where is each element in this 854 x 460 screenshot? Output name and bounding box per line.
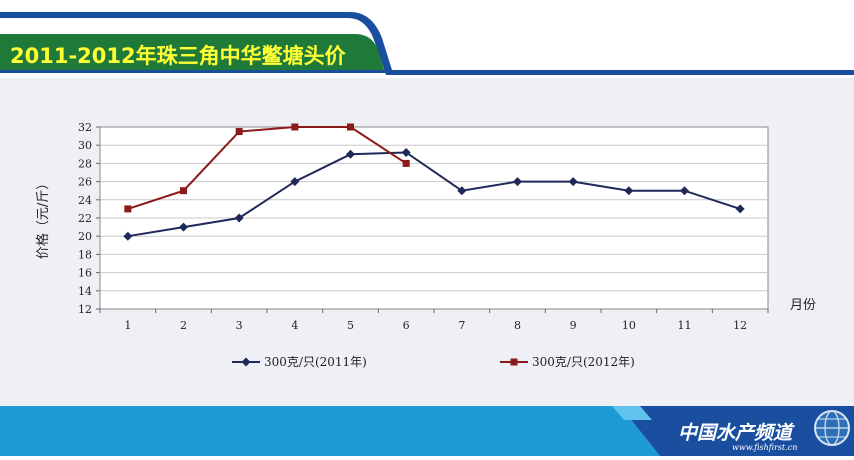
- x-tick-label: 2: [180, 319, 187, 332]
- footer-graphic: [0, 406, 854, 456]
- brand-url: www.fishfirst.cn: [732, 443, 798, 452]
- series-line-1: [127, 151, 741, 238]
- x-tick-label: 4: [291, 319, 298, 332]
- data-point-1: [401, 147, 411, 157]
- legend-marker-2: [510, 358, 518, 366]
- data-point-1: [735, 204, 745, 214]
- data-point-2: [124, 205, 132, 213]
- header-banner: [0, 0, 854, 78]
- footer-banner: [0, 406, 854, 456]
- data-point-1: [234, 213, 244, 223]
- data-point-2: [347, 123, 354, 131]
- header-graphic: [0, 0, 854, 78]
- data-point-1: [290, 177, 300, 187]
- legend-label-2: 300克/只(2012年): [532, 355, 635, 369]
- brand-name: 中国水产频道: [678, 422, 793, 444]
- data-point-2: [291, 123, 299, 131]
- data-point-1: [513, 177, 522, 187]
- x-tick-label: 3: [236, 319, 243, 332]
- data-point-1: [179, 222, 188, 232]
- y-tick-label: 22: [78, 212, 92, 225]
- globe-logo-icon: [814, 410, 850, 446]
- data-point-2: [180, 187, 187, 195]
- y-tick-label: 28: [78, 157, 92, 170]
- x-tick-label: 10: [622, 319, 636, 332]
- series-line-2: [127, 126, 407, 210]
- data-point-1: [624, 186, 634, 196]
- data-point-2: [235, 128, 243, 136]
- legend-label-1: 300克/只(2011年): [264, 355, 367, 369]
- y-tick-label: 16: [78, 267, 92, 280]
- x-tick-label: 7: [458, 319, 465, 332]
- x-axis-label: 月份: [790, 298, 816, 313]
- x-tick-label: 11: [678, 319, 692, 332]
- y-tick-label: 24: [78, 194, 92, 207]
- y-tick-label: 12: [78, 303, 92, 316]
- x-tick-label: 8: [514, 319, 521, 332]
- x-tick-label: 12: [733, 319, 747, 332]
- y-tick-label: 14: [78, 285, 92, 298]
- data-point-1: [680, 186, 689, 196]
- x-tick-label: 5: [347, 319, 354, 332]
- x-tick-label: 9: [570, 319, 577, 332]
- legend-marker-1: [241, 357, 251, 367]
- chart-title: 2011-2012年珠三角中华鳖塘头价: [10, 44, 346, 68]
- x-tick-label: 1: [124, 319, 131, 332]
- data-point-1: [346, 149, 355, 159]
- y-tick-label: 26: [78, 176, 92, 189]
- y-tick-label: 30: [78, 139, 92, 152]
- y-tick-label: 18: [78, 248, 92, 261]
- data-point-1: [123, 231, 133, 241]
- x-tick-label: 6: [403, 319, 410, 332]
- data-point-1: [568, 177, 578, 187]
- data-point-2: [402, 159, 410, 167]
- data-point-1: [457, 186, 467, 196]
- y-tick-label: 32: [78, 121, 92, 134]
- y-axis-label: 价格（元/斤）: [35, 177, 51, 259]
- y-tick-label: 20: [78, 230, 92, 243]
